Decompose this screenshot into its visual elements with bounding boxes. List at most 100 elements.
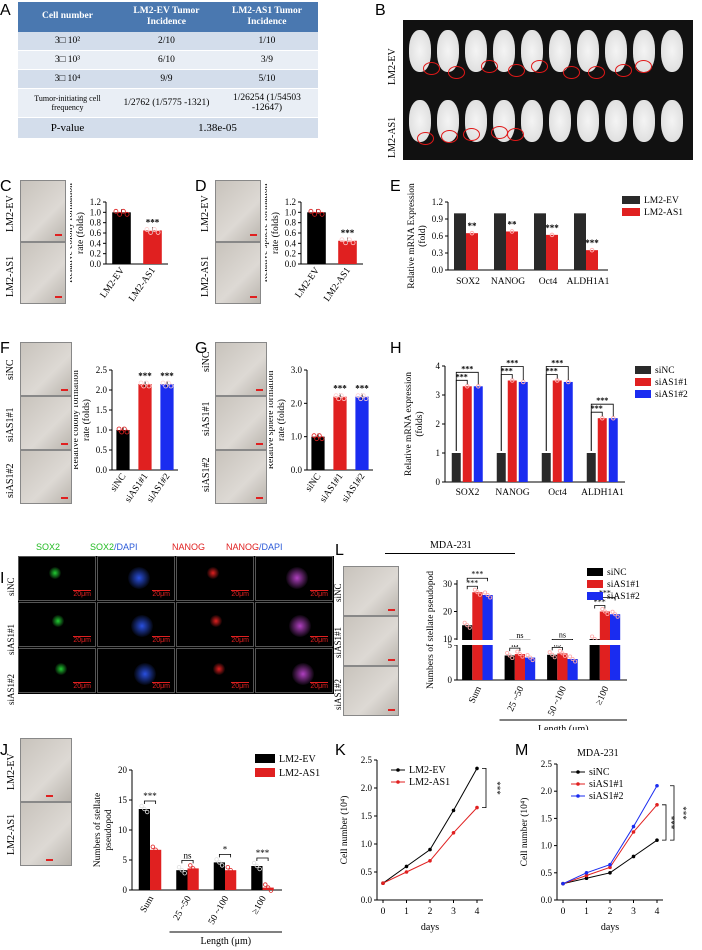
- data-point: [488, 595, 493, 600]
- image-label: LM2-EV: [200, 195, 211, 232]
- data-point: [360, 393, 366, 399]
- col-header: LM2-AS1 Tumor Incidence: [215, 2, 318, 32]
- x-tick-label: LM2-EV: [99, 266, 127, 300]
- data-point: [404, 870, 409, 874]
- x-tick-label: ≥100: [250, 894, 269, 916]
- significance-label: ***: [666, 816, 676, 830]
- data-point: [507, 653, 512, 658]
- y-tick-label: 3.0: [291, 365, 303, 375]
- significance-bracket: [455, 371, 479, 451]
- y-tick-label: 1.0: [361, 839, 373, 849]
- y-axis-label: Numbers of stellate: [92, 793, 103, 867]
- cell: 1.38e-05: [117, 117, 318, 139]
- chart-d: 0.00.20.40.60.81.01.2 Relative sphere for…: [265, 183, 363, 304]
- data-point: [573, 659, 578, 664]
- chart-title: MDA-231: [430, 540, 472, 551]
- if-cell: 20μm: [97, 556, 175, 601]
- chart-f: 0.0 0.5 1.0 1.5 2.0 2.5 Relative colony format…: [74, 365, 178, 505]
- significance-label: ***: [506, 359, 518, 368]
- y-tick-label: 0: [436, 477, 441, 487]
- data-point: [315, 208, 321, 214]
- data-point: [263, 882, 268, 887]
- chart-m: 0.0 0.5 1.0 1.5 2.0 2.5 Cell number (10⁴) 0 1 2 3 4…: [519, 748, 688, 933]
- y-tick-label: 0.0: [90, 259, 102, 269]
- data-point: [188, 863, 193, 868]
- column-header-sox2: SOX2: [90, 542, 115, 552]
- bar: [563, 381, 573, 482]
- bar: [333, 396, 347, 470]
- x-tick-label: SOX2: [456, 277, 480, 287]
- data-point: [584, 873, 589, 878]
- y-tick-label: 15: [118, 795, 128, 805]
- data-point: [517, 652, 522, 657]
- immunofluorescence-grid: 20μm 20μm 20μm 20μm 20μm 20μm 20μm 20μm 20μm 20μm…: [18, 556, 334, 694]
- mouse-image: [493, 30, 515, 72]
- legend-swatch: [255, 754, 275, 763]
- nucleus-signal: [131, 615, 153, 637]
- image-label: siAS1#1: [201, 401, 212, 436]
- legend-label: siNC: [655, 366, 675, 376]
- y-tick-label: 1.0: [96, 425, 108, 435]
- x-tick-label: ALDH1A1: [567, 277, 610, 287]
- data-point: [509, 229, 515, 234]
- legend-label: siNC: [589, 767, 610, 778]
- data-point: [608, 871, 612, 875]
- data-point: [124, 429, 130, 435]
- tumor-circle: [491, 126, 508, 139]
- y-tick-label: 1.5: [541, 813, 553, 823]
- image-label: LM2-EV: [6, 753, 17, 790]
- mouse-image: [661, 30, 683, 72]
- cell: 1/10: [215, 31, 318, 51]
- significance-label: ***: [492, 781, 502, 795]
- x-axis-label: days: [601, 922, 619, 933]
- colony-image: [20, 342, 72, 396]
- data-point: [268, 888, 274, 893]
- legend-label: LM2-EV: [644, 196, 679, 206]
- significance-label: ***: [551, 359, 563, 368]
- legend-swatch: [255, 768, 275, 777]
- data-point: [190, 866, 196, 871]
- data-point: [336, 396, 342, 402]
- data-point: [117, 211, 123, 217]
- x-tick-label: Oct4: [548, 488, 567, 498]
- tumor-circle: [423, 62, 440, 75]
- y-tick-label: 0.2: [285, 249, 296, 259]
- panel-label: K: [335, 742, 346, 759]
- bar: [586, 453, 596, 482]
- tumor-circle: [615, 64, 632, 77]
- data-point: [554, 378, 560, 383]
- y-tick-label: 0.0: [541, 895, 553, 905]
- panel-j: J LM2-EV LM2-AS1 0 5 10 15 20 Numbers of stel…: [0, 730, 335, 950]
- significance-label: ***: [585, 238, 599, 248]
- panel-c: C LM2-EV LM2-AS1 0.0 0.2 0.4 0.6 0.8 1.0 1.2 Re…: [0, 172, 175, 312]
- y-tick-label: 0.2: [90, 249, 101, 259]
- bar: [143, 230, 162, 264]
- if-cell: 20μm: [176, 648, 254, 693]
- y-tick-label: 0.0: [432, 265, 444, 275]
- legend-label: siAS1#1: [589, 779, 623, 790]
- x-tick-label: 3: [631, 907, 636, 917]
- data-point: [150, 844, 156, 849]
- data-point: [428, 847, 432, 852]
- colony-image: [20, 450, 72, 504]
- significance-label: ***: [333, 384, 347, 394]
- x-tick-label: ALDH1A1: [581, 488, 624, 498]
- panel-label: B: [375, 2, 386, 19]
- data-point: [141, 383, 147, 389]
- data-point: [346, 237, 352, 243]
- tumor-circle: [417, 132, 434, 145]
- x-tick-label: 0: [561, 907, 566, 917]
- data-point: [312, 211, 318, 217]
- legend-marker: [576, 770, 580, 774]
- bar: [451, 453, 461, 482]
- significance-label: ***: [143, 791, 157, 801]
- data-point: [475, 590, 480, 595]
- scale-label: 20μm: [73, 636, 91, 644]
- scale-label: 20μm: [152, 682, 170, 690]
- panel-label: J: [0, 742, 8, 759]
- if-cell: 20μm: [255, 648, 333, 693]
- data-point: [615, 614, 620, 619]
- scale-label: 20μm: [152, 590, 170, 598]
- tumor-circle: [441, 130, 458, 143]
